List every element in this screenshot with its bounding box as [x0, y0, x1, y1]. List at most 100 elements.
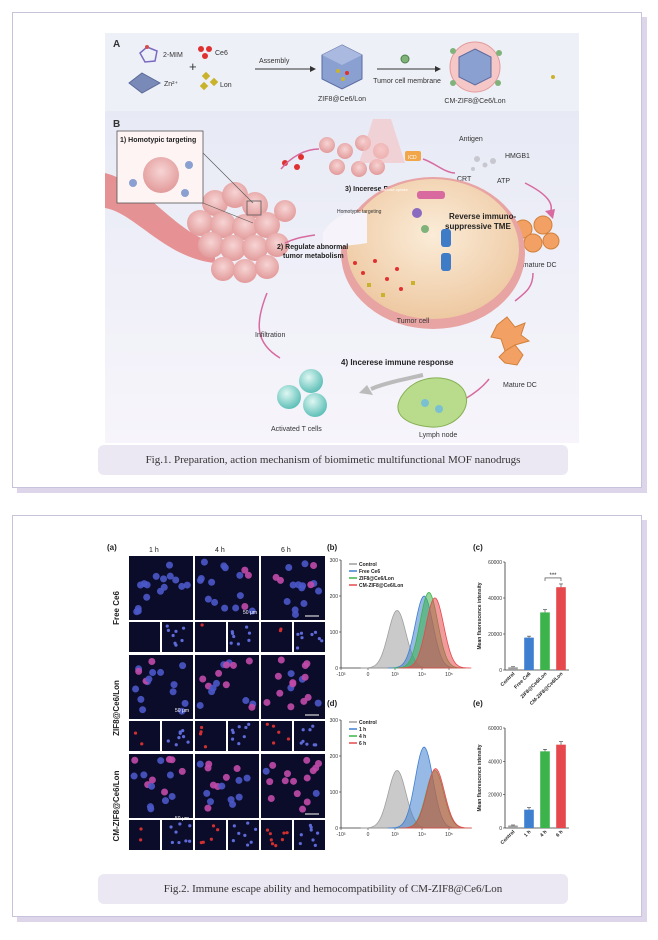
bar	[540, 612, 550, 670]
figure-2-panels: (a) 1 h 4 h 6 h Free Ce6 ZIF8@Ce6/Lon CM…	[107, 543, 569, 850]
figure-1-image: A 2-MIM Ce6 + Zn²⁺ Lon Assembly	[105, 33, 579, 443]
y-tick-label: 100	[330, 790, 339, 796]
y-tick-label: 60000	[488, 726, 502, 732]
ce6-label: Ce6	[215, 50, 228, 57]
time-label-4h: 4 h	[215, 547, 225, 554]
y-axis-label: Mean fluorescence intensity	[477, 744, 483, 811]
category-label: 4 h	[539, 829, 548, 838]
micrograph-red-channel	[195, 721, 226, 751]
figure-1-card: A 2-MIM Ce6 + Zn²⁺ Lon Assembly	[12, 12, 642, 488]
x-tick-label: 10⁵	[445, 832, 453, 838]
y-tick-label: 40000	[488, 759, 502, 765]
legend-entry: ZIF8@Ce6/Lon	[359, 576, 394, 582]
increase-immune-label: 4) Incerese immune response	[341, 358, 454, 367]
svg-text:Glucose uptake: Glucose uptake	[380, 187, 409, 192]
svg-text:suppressive TME: suppressive TME	[445, 222, 511, 231]
y-tick-label: 0	[499, 668, 502, 674]
legend-entry: Free Ce6	[359, 569, 380, 575]
bar	[524, 637, 534, 670]
hmgb1-label: HMGB1	[505, 153, 530, 160]
lymph-node-icon	[397, 377, 468, 428]
bar	[508, 825, 518, 828]
x-tick-label: 0	[367, 832, 370, 838]
svg-text:tumor metabolism: tumor metabolism	[283, 253, 344, 260]
micrograph-red-channel	[129, 622, 160, 652]
significance-marker: ***	[549, 573, 557, 579]
micrograph-blue-channel	[162, 820, 193, 850]
immature-dc-label: Immature DC	[515, 262, 557, 269]
y-tick-label: 0	[335, 826, 338, 832]
svg-text:ICD: ICD	[408, 155, 417, 161]
panel-b-label: B	[113, 119, 120, 130]
micrograph-red-channel	[195, 622, 226, 652]
zn-label: Zn²⁺	[164, 81, 179, 88]
antigen-label: Antigen	[459, 136, 483, 143]
legend-entry: 6 h	[359, 741, 366, 747]
activated-t-label: Activated T cells	[271, 426, 322, 433]
row-label-cm-zif8: CM-ZIF8@Ce6/Lon	[112, 770, 121, 841]
panel-a-label: A	[113, 39, 120, 50]
mature-dc-label: Mature DC	[503, 382, 537, 389]
mim-molecule-icon	[139, 46, 158, 63]
y-tick-label: 0	[499, 826, 502, 832]
x-tick-label: -10³	[337, 672, 346, 678]
legend-entry: 1 h	[359, 727, 366, 733]
laser-beam	[359, 119, 405, 163]
tumor-membrane-label: Tumor cell membrane	[373, 78, 441, 85]
y-tick-label: 300	[330, 558, 339, 564]
tumor-cell-diagram	[323, 177, 525, 329]
legend-entry: 4 h	[359, 734, 366, 740]
panel-b-label: (b)	[327, 543, 338, 552]
histogram-series	[398, 597, 472, 669]
micrograph-red-channel	[261, 622, 292, 652]
micrograph-blue-channel	[294, 622, 325, 652]
zif8-label: ZIF8@Ce6/Lon	[318, 96, 366, 103]
row-label-zif8: ZIF8@Ce6/Lon	[112, 680, 121, 736]
x-tick-label: 10⁴	[418, 672, 426, 678]
y-tick-label: 60000	[488, 560, 502, 566]
bar	[540, 751, 550, 828]
regulate-metabolism-label: 2) Regulate abnormal	[277, 244, 348, 251]
y-tick-label: 0	[335, 666, 338, 672]
y-tick-label: 40000	[488, 596, 502, 602]
histogram-series	[399, 768, 473, 829]
micrograph-blue-channel	[294, 721, 325, 751]
x-tick-label: -10³	[337, 832, 346, 838]
ce6-icon	[198, 46, 204, 52]
figure-2-card: (a) 1 h 4 h 6 h Free Ce6 ZIF8@Ce6/Lon CM…	[12, 515, 642, 917]
x-tick-label: 10³	[391, 832, 399, 838]
panel-e-label: (e)	[473, 699, 483, 708]
activated-t-cells-icon	[277, 369, 327, 417]
x-tick-label: 0	[367, 672, 370, 678]
homotypic-label: 1) Homotypic targeting	[120, 137, 196, 144]
micrograph-blue-channel	[162, 721, 193, 751]
bar	[556, 744, 566, 828]
bar-chart-c: 0 20000 40000 60000 Mean fluorescence intens…	[477, 560, 569, 707]
bar-chart-e: 0 20000 40000 60000 Mean fluorescence intens…	[477, 726, 569, 846]
y-tick-label: 20000	[488, 632, 502, 638]
legend-entry: Control	[359, 720, 377, 726]
micrograph-red-channel	[129, 820, 160, 850]
bar	[556, 587, 566, 670]
scale-bar-label: 50 μm	[175, 708, 189, 714]
x-tick-label: 10³	[391, 672, 399, 678]
micrograph-red-channel	[195, 820, 226, 850]
lon-label: Lon	[220, 82, 232, 89]
panel-a-label: (a)	[107, 543, 117, 552]
increase-pdt-label: 3) Incerese PDT	[345, 186, 398, 193]
figure-1-caption: Fig.1. Preparation, action mechanism of …	[98, 445, 568, 475]
zn-icon	[128, 72, 162, 94]
mature-dc-icon	[490, 316, 531, 366]
category-label: 1 h	[523, 829, 532, 838]
category-label: Control	[500, 829, 517, 846]
legend-entry: Control	[359, 562, 377, 568]
time-label-6h: 6 h	[281, 547, 291, 554]
microscopy-grid	[129, 556, 325, 850]
y-tick-label: 200	[330, 754, 339, 760]
atp-label: ATP	[497, 178, 510, 185]
panel-d-label: (d)	[327, 699, 338, 708]
bar	[524, 809, 534, 828]
cm-zif8-nanoparticle-icon	[449, 41, 502, 93]
